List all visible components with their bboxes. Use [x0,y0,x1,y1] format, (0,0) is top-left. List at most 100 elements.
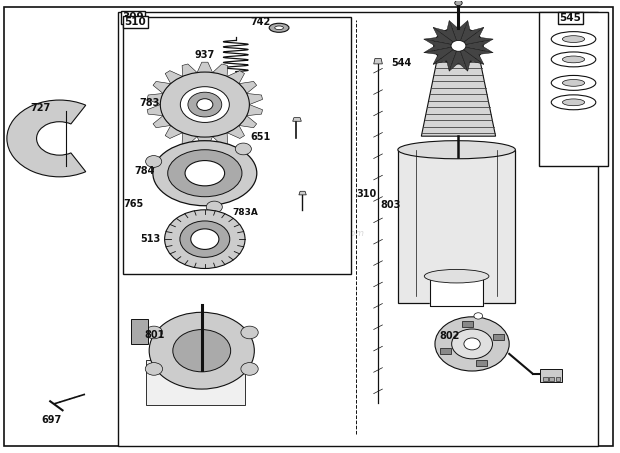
Ellipse shape [168,150,242,197]
Text: 742: 742 [250,17,271,27]
Ellipse shape [551,32,596,47]
Circle shape [188,92,222,117]
Bar [540,369,562,382]
Ellipse shape [551,76,596,90]
Polygon shape [299,191,306,195]
Text: 783: 783 [139,98,159,108]
Polygon shape [197,62,213,72]
Circle shape [454,0,462,5]
Circle shape [474,313,482,319]
Polygon shape [213,133,228,145]
Text: 803: 803 [380,200,401,210]
Ellipse shape [424,270,489,283]
Text: 310: 310 [356,188,377,198]
Text: 802: 802 [439,331,459,341]
Text: 697: 697 [42,415,61,425]
Circle shape [191,229,219,250]
Bar [123,17,352,274]
Text: 801: 801 [144,330,164,340]
Ellipse shape [551,95,596,110]
Circle shape [165,210,245,269]
Text: 544: 544 [391,58,412,68]
Ellipse shape [269,23,289,32]
Bar [118,12,598,446]
Text: 513: 513 [140,234,161,244]
Ellipse shape [398,141,515,159]
Text: 727: 727 [30,103,50,113]
Polygon shape [458,46,484,71]
Polygon shape [147,105,163,116]
Polygon shape [449,46,467,71]
Polygon shape [197,137,213,147]
Polygon shape [165,125,182,139]
Circle shape [180,221,230,257]
Bar [493,334,504,340]
Ellipse shape [551,52,596,67]
Polygon shape [147,93,163,105]
Ellipse shape [562,36,585,43]
Bar [398,150,515,303]
Text: 309: 309 [122,12,144,22]
Circle shape [235,143,251,155]
Polygon shape [424,27,458,46]
Polygon shape [247,93,262,105]
Polygon shape [458,39,493,53]
Circle shape [197,99,213,111]
Polygon shape [213,64,228,77]
Polygon shape [424,39,458,53]
Text: 783A: 783A [232,208,258,217]
Circle shape [146,155,162,167]
Text: 545: 545 [559,13,582,23]
Polygon shape [182,64,197,77]
Polygon shape [153,116,170,128]
Polygon shape [227,71,244,84]
Text: 937: 937 [195,50,215,60]
Polygon shape [458,46,493,64]
Circle shape [149,312,254,389]
Circle shape [161,72,249,137]
Text: 765: 765 [123,199,144,209]
Bar [440,348,451,354]
Circle shape [173,330,231,372]
Circle shape [145,362,162,375]
Polygon shape [182,133,197,145]
Bar [539,12,608,165]
Polygon shape [424,46,458,64]
Polygon shape [153,82,170,93]
Circle shape [241,362,258,375]
Polygon shape [430,276,483,305]
Circle shape [434,28,483,64]
Wedge shape [7,100,86,177]
Ellipse shape [562,99,585,106]
Ellipse shape [275,26,283,29]
Polygon shape [293,118,301,121]
Text: 651: 651 [250,132,271,142]
Ellipse shape [562,56,585,63]
Bar [462,321,473,327]
Circle shape [451,40,466,51]
Polygon shape [227,125,244,139]
Polygon shape [449,20,467,46]
Polygon shape [239,82,257,93]
Polygon shape [239,116,257,128]
Text: eReplacementParts.com: eReplacementParts.com [255,229,365,238]
Bar [543,377,547,381]
Bar [549,377,554,381]
Ellipse shape [562,79,585,86]
Polygon shape [247,105,262,116]
Polygon shape [422,46,495,136]
Polygon shape [374,58,383,64]
Circle shape [451,329,492,359]
Circle shape [435,317,509,371]
Circle shape [145,326,162,339]
Circle shape [180,87,229,122]
Circle shape [464,338,480,350]
Circle shape [206,201,223,213]
Polygon shape [458,20,484,46]
Text: 784: 784 [134,166,154,176]
Polygon shape [146,360,245,405]
Ellipse shape [153,141,257,206]
Polygon shape [458,27,493,46]
Polygon shape [433,20,458,46]
Circle shape [241,326,258,339]
